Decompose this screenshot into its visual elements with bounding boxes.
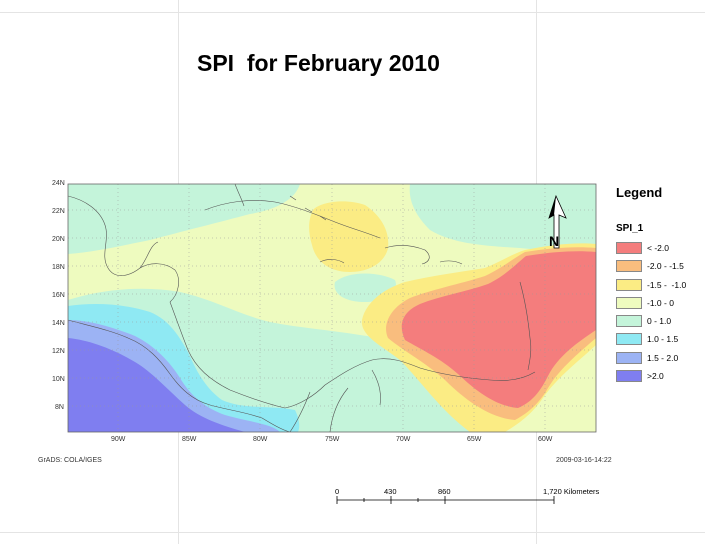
- map-gridlines: [68, 184, 596, 432]
- legend-item: -1.0 - 0: [616, 295, 686, 311]
- lon-label: 60W: [538, 436, 553, 443]
- coast-lesser-antilles: [519, 281, 532, 371]
- north-arrow-letter: N: [549, 233, 559, 249]
- frame-line-bottom: [0, 532, 705, 533]
- legend-item: 1.0 - 1.5: [616, 331, 686, 347]
- lon-label: 70W: [396, 436, 411, 443]
- legend-swatch: [616, 278, 642, 291]
- legend-item: < -2.0: [616, 240, 686, 256]
- lon-label: 75W: [325, 436, 340, 443]
- lon-label: 65W: [467, 436, 482, 443]
- legend-item: 1.5 - 2.0: [616, 350, 686, 366]
- lon-label: 90W: [111, 436, 126, 443]
- spi-zone-0-1-east: [409, 184, 596, 262]
- spi-zone-lt-neg2: [401, 251, 596, 408]
- legend-item-label: >2.0: [647, 371, 664, 382]
- coast-puerto-rico: [439, 260, 463, 265]
- legend-item-label: -1.5 - -1.0: [647, 279, 687, 290]
- coast-south-america: [289, 387, 349, 432]
- coast-jamaica: [319, 259, 345, 264]
- legend-item: -2.0 - -1.5: [616, 258, 686, 274]
- legend-item-label: 1.0 - 1.5: [647, 334, 679, 345]
- legend-item: >2.0: [616, 368, 686, 384]
- scale-label: 1,720 Kilometers: [543, 487, 600, 496]
- lon-label: 80W: [253, 436, 268, 443]
- legend-swatch: [616, 260, 642, 273]
- lat-label: 8N: [55, 404, 64, 411]
- legend-swatch: [616, 370, 642, 383]
- frame-line-top: [0, 12, 705, 13]
- spi-zone-gt2: [68, 338, 245, 432]
- scale-label: 860: [438, 487, 451, 496]
- longitude-labels: 90W 85W 80W 75W 70W 65W 60W: [111, 436, 553, 443]
- coast-yucatan: [139, 263, 179, 303]
- lat-label: 22N: [52, 208, 65, 215]
- legend-swatch: [616, 315, 642, 328]
- coastlines: [68, 184, 536, 432]
- coast-florida: [234, 184, 245, 207]
- legend-item-label: 1.5 - 2.0: [647, 352, 679, 363]
- map-frame: [67, 183, 597, 433]
- legend-item-label: 0 - 1.0: [647, 316, 672, 327]
- lat-label: 12N: [52, 348, 65, 355]
- footer-credit: GrADS: COLA/IGES: [38, 457, 102, 464]
- latitude-labels: 24N 22N 20N 18N 16N 14N 12N 10N 8N: [52, 180, 65, 411]
- lat-label: 20N: [52, 236, 65, 243]
- lat-label: 14N: [52, 320, 65, 327]
- legend-item-label: < -2.0: [647, 243, 669, 253]
- legend-item: -1.5 - -1.0: [616, 277, 686, 293]
- scale-label: 0: [335, 487, 340, 496]
- coast-lake-maracaibo: [371, 369, 381, 406]
- lon-label: 85W: [182, 436, 197, 443]
- lat-label: 10N: [52, 376, 65, 383]
- legend-swatch: [616, 333, 642, 346]
- legend-layer-name: SPI_1: [616, 223, 644, 234]
- scale-label: 430: [384, 487, 397, 496]
- coast-gulf: [68, 195, 159, 276]
- legend-swatch: [616, 351, 642, 364]
- legend-item-label: -2.0 - -1.5: [647, 261, 684, 272]
- lat-label: 24N: [52, 180, 65, 187]
- spi-zone-neg1-1.5-north: [309, 201, 389, 272]
- legend-list: < -2.0 -2.0 - -1.5 -1.5 - -1.0 -1.0 - 0 …: [616, 240, 686, 386]
- spi-zone-small-patch: [207, 334, 239, 354]
- footer-timestamp: 2009-03-16-14:22: [556, 457, 612, 464]
- scale-bar: [336, 496, 555, 504]
- legend-swatch: [616, 242, 642, 254]
- legend-item: 0 - 1.0: [616, 313, 686, 329]
- coast-central-america: [68, 319, 291, 432]
- legend-swatch: [616, 296, 642, 309]
- coast-cuba: [204, 200, 381, 239]
- map-title: SPI for February 2010: [197, 50, 440, 76]
- lat-label: 16N: [52, 292, 65, 299]
- legend-title: Legend: [616, 185, 663, 200]
- north-arrow-icon: N: [548, 194, 567, 249]
- legend-item-label: -1.0 - 0: [647, 297, 674, 308]
- lat-label: 18N: [52, 264, 65, 271]
- coast-caribbean-side: [169, 301, 536, 409]
- coast-hispaniola: [384, 245, 430, 265]
